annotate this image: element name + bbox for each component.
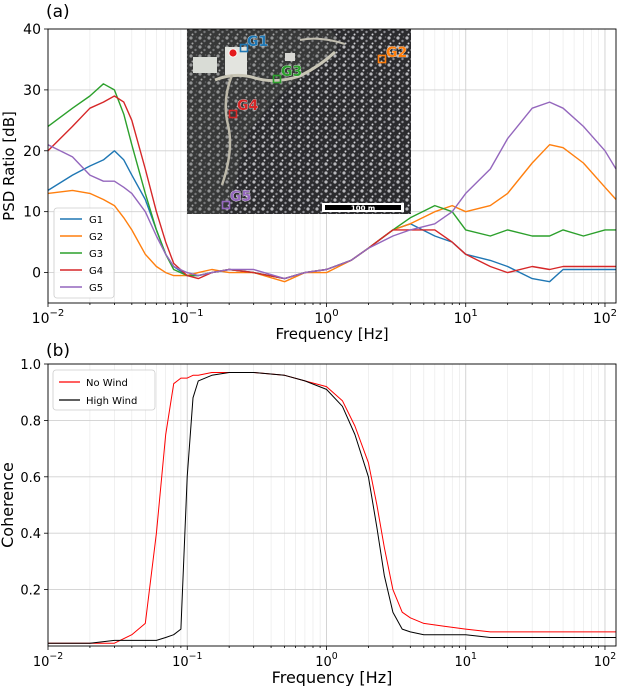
y-tick-label: 0.6 <box>20 471 41 486</box>
legend-a-entry: G4 <box>89 266 103 277</box>
inset-road-2 <box>220 74 234 186</box>
y-tick-label: 0.8 <box>20 414 41 429</box>
inset-marker-label: G1 <box>247 34 268 50</box>
inset-marker-label: G3 <box>281 64 302 80</box>
panel-b-legend: No Wind High Wind <box>52 369 156 411</box>
x-tick-label: 10−1 <box>172 651 202 670</box>
panel-a-legend: G1 G2 G3 G4 G5 <box>53 207 115 299</box>
legend-b-entry: No Wind <box>86 378 128 389</box>
legend-a-entry: G1 <box>89 215 103 226</box>
y-tick-label: 20 <box>23 144 41 160</box>
x-tick-label: 101 <box>454 308 478 327</box>
inset-building-1 <box>193 57 217 73</box>
inset-marker-label: G2 <box>386 45 407 61</box>
panel-b: (b) No Wind High Wind 0.2 0.4 0.6 0.8 1.0 10−2… <box>0 341 617 686</box>
panel-b-frame <box>47 363 617 647</box>
x-tick-label: 102 <box>594 651 617 670</box>
y-tick-label: 0.4 <box>20 527 41 542</box>
series-line-no-wind <box>48 372 616 644</box>
x-tick-label: 100 <box>315 651 338 670</box>
inset-marker-label: G5 <box>230 189 251 205</box>
legend-a-entry: G2 <box>89 232 103 243</box>
inset-marker-label: G4 <box>237 98 258 114</box>
x-tick-label: 10−2 <box>33 651 63 670</box>
panel-b-xlabel: Frequency [Hz] <box>272 668 393 686</box>
panel-b-ylabel: Coherence <box>0 462 17 548</box>
x-tick-label: 10−2 <box>32 308 65 327</box>
inset-marker-g5 <box>221 200 231 210</box>
y-tick-label: 0.2 <box>20 584 41 599</box>
legend-a-entry: G3 <box>89 249 103 260</box>
legend-b-entry: High Wind <box>86 396 137 407</box>
y-tick-label: 30 <box>23 83 41 99</box>
inset-scale-label: 100 m <box>351 205 375 213</box>
inset-reference-marker <box>228 48 238 58</box>
inset-marker-g4 <box>228 109 238 119</box>
inset-road-1 <box>214 50 337 83</box>
inset-markers: G1 G2 G3 G4 G5 <box>221 34 408 210</box>
series-line-g5 <box>47 101 617 280</box>
y-tick-label: 1.0 <box>20 358 41 373</box>
y-tick-label: 10 <box>23 205 41 221</box>
panel-a-ylabel: PSD Ratio [dB] <box>0 111 18 221</box>
x-tick-label: 101 <box>454 651 477 670</box>
x-tick-label: 102 <box>593 308 617 327</box>
panel-a-axes: 0 10 20 30 40 10−2 10−1 100 101 102 <box>23 22 617 327</box>
panel-a: (a) G1 G2 G3 G4 G5 <box>0 2 617 343</box>
inset-aerial-image: G1 G2 G3 G4 G5 100 m <box>187 29 411 214</box>
panel-b-label: (b) <box>46 341 70 361</box>
panel-b-axes: 0.2 0.4 0.6 0.8 1.0 10−2 10−1 100 101 102 <box>20 358 616 670</box>
x-tick-label: 10−1 <box>171 308 204 327</box>
legend-a-entry: G5 <box>89 283 103 294</box>
inset-forest-texture <box>187 29 411 214</box>
inset-marker-g2 <box>377 54 387 64</box>
series-line-high-wind <box>48 372 616 644</box>
y-tick-label: 0 <box>32 266 41 282</box>
panel-a-series <box>47 83 617 283</box>
inset-marker-g1 <box>239 43 249 53</box>
inset-building-3 <box>285 53 295 61</box>
series-line-g2 <box>47 144 617 283</box>
panel-a-frame <box>47 28 617 304</box>
x-tick-label: 100 <box>314 308 338 327</box>
panel-b-series <box>48 372 616 644</box>
inset-marker-g3 <box>272 74 282 84</box>
panel-a-label: (a) <box>46 2 70 22</box>
inset-road-3 <box>299 37 346 45</box>
panel-a-xlabel: Frequency [Hz] <box>275 325 388 343</box>
y-tick-label: 40 <box>23 22 41 38</box>
legend-a-box <box>53 207 115 299</box>
